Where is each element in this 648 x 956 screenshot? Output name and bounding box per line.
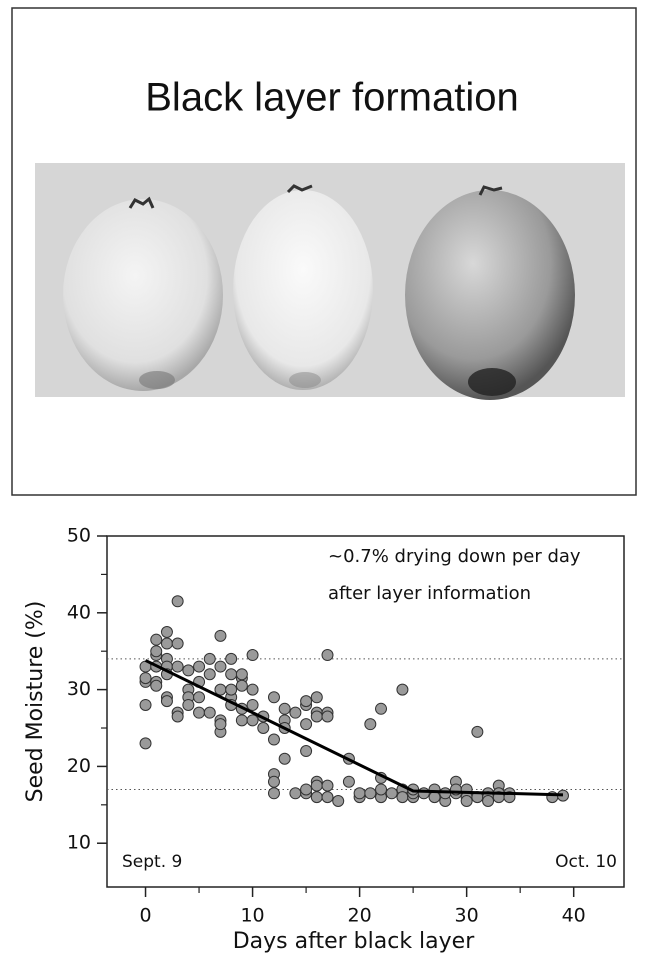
y-tick-label: 50 xyxy=(67,525,91,547)
data-point xyxy=(364,718,377,731)
data-point xyxy=(321,779,334,792)
data-point xyxy=(235,714,248,727)
annotation: ~0.7% drying down per day xyxy=(328,546,581,567)
data-point xyxy=(321,791,334,804)
data-point xyxy=(375,783,388,796)
data-point xyxy=(246,714,259,727)
data-point xyxy=(332,794,345,807)
data-point xyxy=(235,668,248,681)
data-point xyxy=(257,722,270,735)
data-point xyxy=(428,791,441,804)
data-point xyxy=(396,683,409,696)
data-point xyxy=(267,691,280,704)
data-point xyxy=(214,718,227,731)
data-point xyxy=(267,775,280,788)
data-point xyxy=(225,668,238,681)
data-point xyxy=(375,702,388,715)
data-point xyxy=(310,691,323,704)
data-point xyxy=(300,695,313,708)
data-point xyxy=(310,779,323,792)
data-point xyxy=(471,725,484,738)
data-point xyxy=(139,737,152,750)
data-point xyxy=(193,691,206,704)
data-point xyxy=(300,718,313,731)
data-point xyxy=(171,637,184,650)
data-point xyxy=(289,706,302,719)
data-point xyxy=(193,660,206,673)
data-point xyxy=(482,794,495,807)
y-tick-label: 20 xyxy=(67,755,91,777)
data-point xyxy=(300,745,313,758)
data-point xyxy=(246,698,259,711)
data-point xyxy=(150,645,163,658)
data-point xyxy=(289,787,302,800)
start-label: Sept. 9 xyxy=(122,852,182,872)
x-axis-label: Days after black layer xyxy=(233,929,475,954)
data-point xyxy=(203,706,216,719)
data-point xyxy=(267,733,280,746)
y-axis-label: Seed Moisture (%) xyxy=(23,601,48,803)
x-tick-label: 20 xyxy=(348,905,372,927)
trend-line xyxy=(144,659,564,797)
data-point xyxy=(417,787,430,800)
x-tick-label: 10 xyxy=(240,905,264,927)
data-point xyxy=(160,637,173,650)
data-point xyxy=(182,664,195,677)
x-tick-label: 0 xyxy=(139,905,151,927)
data-point xyxy=(160,626,173,639)
data-point xyxy=(246,683,259,696)
y-tick-label: 40 xyxy=(67,601,91,623)
data-point xyxy=(193,706,206,719)
plot-frame xyxy=(106,535,625,888)
data-point xyxy=(310,710,323,723)
annotation: after layer information xyxy=(328,583,531,604)
data-point xyxy=(182,698,195,711)
data-point xyxy=(321,649,334,662)
data-point xyxy=(203,652,216,665)
x-tick-label: 40 xyxy=(562,905,586,927)
data-point xyxy=(150,679,163,692)
slide-title: Black layer formation xyxy=(145,76,518,120)
data-point xyxy=(150,633,163,646)
data-point xyxy=(139,672,152,685)
data-point xyxy=(342,775,355,788)
data-point xyxy=(171,660,184,673)
data-point xyxy=(225,683,238,696)
y-tick-label: 30 xyxy=(67,678,91,700)
data-point xyxy=(160,695,173,708)
data-point xyxy=(310,791,323,804)
data-point xyxy=(171,595,184,608)
data-point xyxy=(364,787,377,800)
data-point xyxy=(300,783,313,796)
data-point xyxy=(246,649,259,662)
data-point xyxy=(171,710,184,723)
data-point xyxy=(267,787,280,800)
data-point xyxy=(225,652,238,665)
data-point xyxy=(214,660,227,673)
y-tick-label: 10 xyxy=(67,832,91,854)
kernel-photo xyxy=(35,163,625,400)
data-point xyxy=(278,702,291,715)
data-point xyxy=(321,710,334,723)
end-label: Oct. 10 xyxy=(555,852,617,872)
data-point xyxy=(214,629,227,642)
x-tick-label: 30 xyxy=(455,905,479,927)
data-point xyxy=(278,752,291,765)
data-point xyxy=(235,679,248,692)
data-point xyxy=(139,698,152,711)
data-point xyxy=(396,791,409,804)
data-point xyxy=(385,787,398,800)
data-point xyxy=(460,794,473,807)
data-point xyxy=(353,787,366,800)
data-point xyxy=(203,668,216,681)
